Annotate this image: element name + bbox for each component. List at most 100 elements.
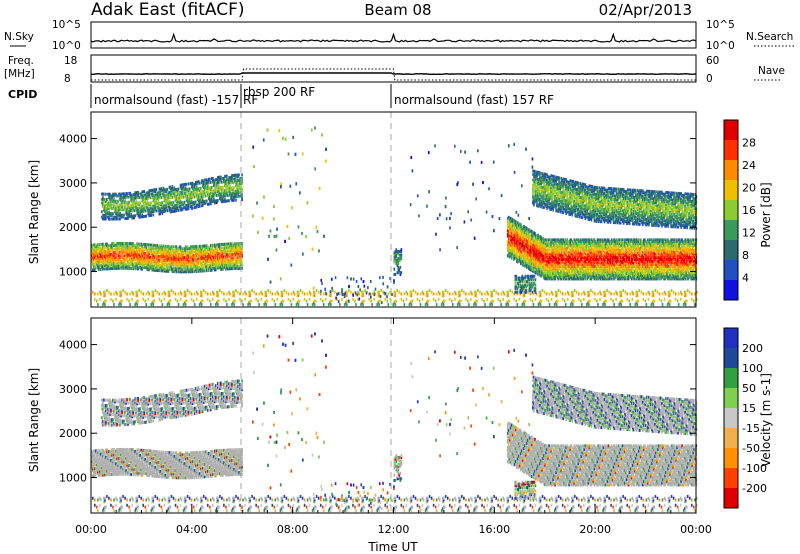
power-cell [183, 290, 186, 294]
power-cell [163, 209, 166, 213]
power-cell [157, 200, 160, 204]
power-cell [233, 294, 235, 298]
power-cell [531, 247, 533, 251]
power-cell [178, 196, 181, 200]
power-cell [140, 206, 143, 210]
power-cell [581, 292, 583, 296]
power-cell [218, 191, 220, 195]
power-cell [525, 235, 527, 239]
power-cell [112, 258, 114, 262]
power-cell [102, 264, 104, 268]
power-cell [236, 175, 238, 179]
power-cell [535, 248, 537, 252]
power-cell [165, 204, 168, 208]
power-cell [215, 181, 217, 185]
power-cell [218, 266, 220, 270]
power-cell [103, 294, 105, 298]
power-cell [124, 206, 126, 210]
power-cell [507, 245, 510, 249]
power-cell [146, 250, 149, 254]
power-cell [651, 290, 654, 294]
power-cell [164, 269, 167, 273]
power-cell [528, 233, 530, 237]
power-cell [180, 195, 183, 199]
power-cell [198, 250, 201, 254]
power-cell [199, 251, 202, 255]
power-cell [212, 290, 214, 294]
power-cell [187, 259, 190, 263]
power-cell [224, 265, 226, 269]
power-cell [203, 248, 206, 252]
power-cell [184, 264, 187, 268]
power-cell [102, 246, 104, 250]
power-cell [570, 290, 573, 294]
power-cell [220, 267, 222, 271]
power-cell [257, 230, 259, 234]
power-cell [527, 243, 529, 247]
power-cell [236, 242, 238, 246]
power-cell [198, 267, 201, 271]
power-cell [208, 179, 211, 183]
power-cell [230, 188, 232, 192]
power-cell [555, 294, 558, 298]
power-cell [160, 256, 163, 260]
power-cell [513, 170, 516, 174]
power-cell [151, 188, 154, 192]
power-cell [280, 182, 283, 186]
power-cell [177, 256, 180, 260]
power-cell [197, 268, 200, 272]
power-cell [188, 250, 191, 254]
power-cell [203, 187, 206, 191]
power-cell [483, 299, 485, 303]
power-cell [219, 186, 221, 190]
power-cell [209, 261, 212, 265]
power-cell [172, 266, 175, 270]
power-cell [305, 235, 307, 239]
power-cell [118, 205, 120, 209]
power-cell [131, 198, 133, 202]
power-cell [441, 294, 444, 298]
power-cell [117, 208, 119, 212]
power-cell [99, 243, 101, 247]
power-cell [175, 196, 178, 200]
power-cell [548, 238, 550, 242]
power-cell [108, 267, 110, 271]
power-cell [116, 265, 118, 269]
power-cell [125, 202, 127, 206]
power-cell [507, 292, 510, 296]
power-cell [204, 290, 207, 294]
power-cell [148, 264, 151, 268]
power-cell [205, 253, 208, 257]
power-cell [172, 290, 175, 294]
power-cell [163, 248, 166, 252]
power-cell [165, 248, 168, 252]
power-cell [172, 252, 175, 256]
power-cell [96, 246, 98, 250]
power-cell [523, 290, 526, 294]
power-cell [131, 252, 133, 256]
power-cell [181, 261, 184, 265]
power-cell [538, 246, 540, 250]
power-cell [122, 259, 124, 263]
power-cell [186, 205, 189, 209]
power-cell [186, 245, 189, 249]
power-cell [362, 294, 364, 298]
power-cell [103, 213, 105, 217]
power-cell [165, 193, 168, 197]
power-cell [303, 297, 306, 301]
power-cell [172, 192, 175, 196]
power-cell [123, 213, 125, 217]
power-cell [94, 268, 96, 272]
power-cell [226, 267, 228, 271]
power-cell [159, 246, 162, 250]
power-cell [523, 258, 525, 262]
power-cell [224, 180, 226, 184]
power-cell [268, 234, 270, 238]
power-cell [113, 192, 115, 196]
power-cell [475, 290, 477, 294]
power-cell [154, 207, 157, 211]
power-cell [515, 241, 517, 245]
power-cell [168, 207, 171, 211]
power-cell [239, 243, 241, 247]
power-cell [136, 253, 138, 257]
